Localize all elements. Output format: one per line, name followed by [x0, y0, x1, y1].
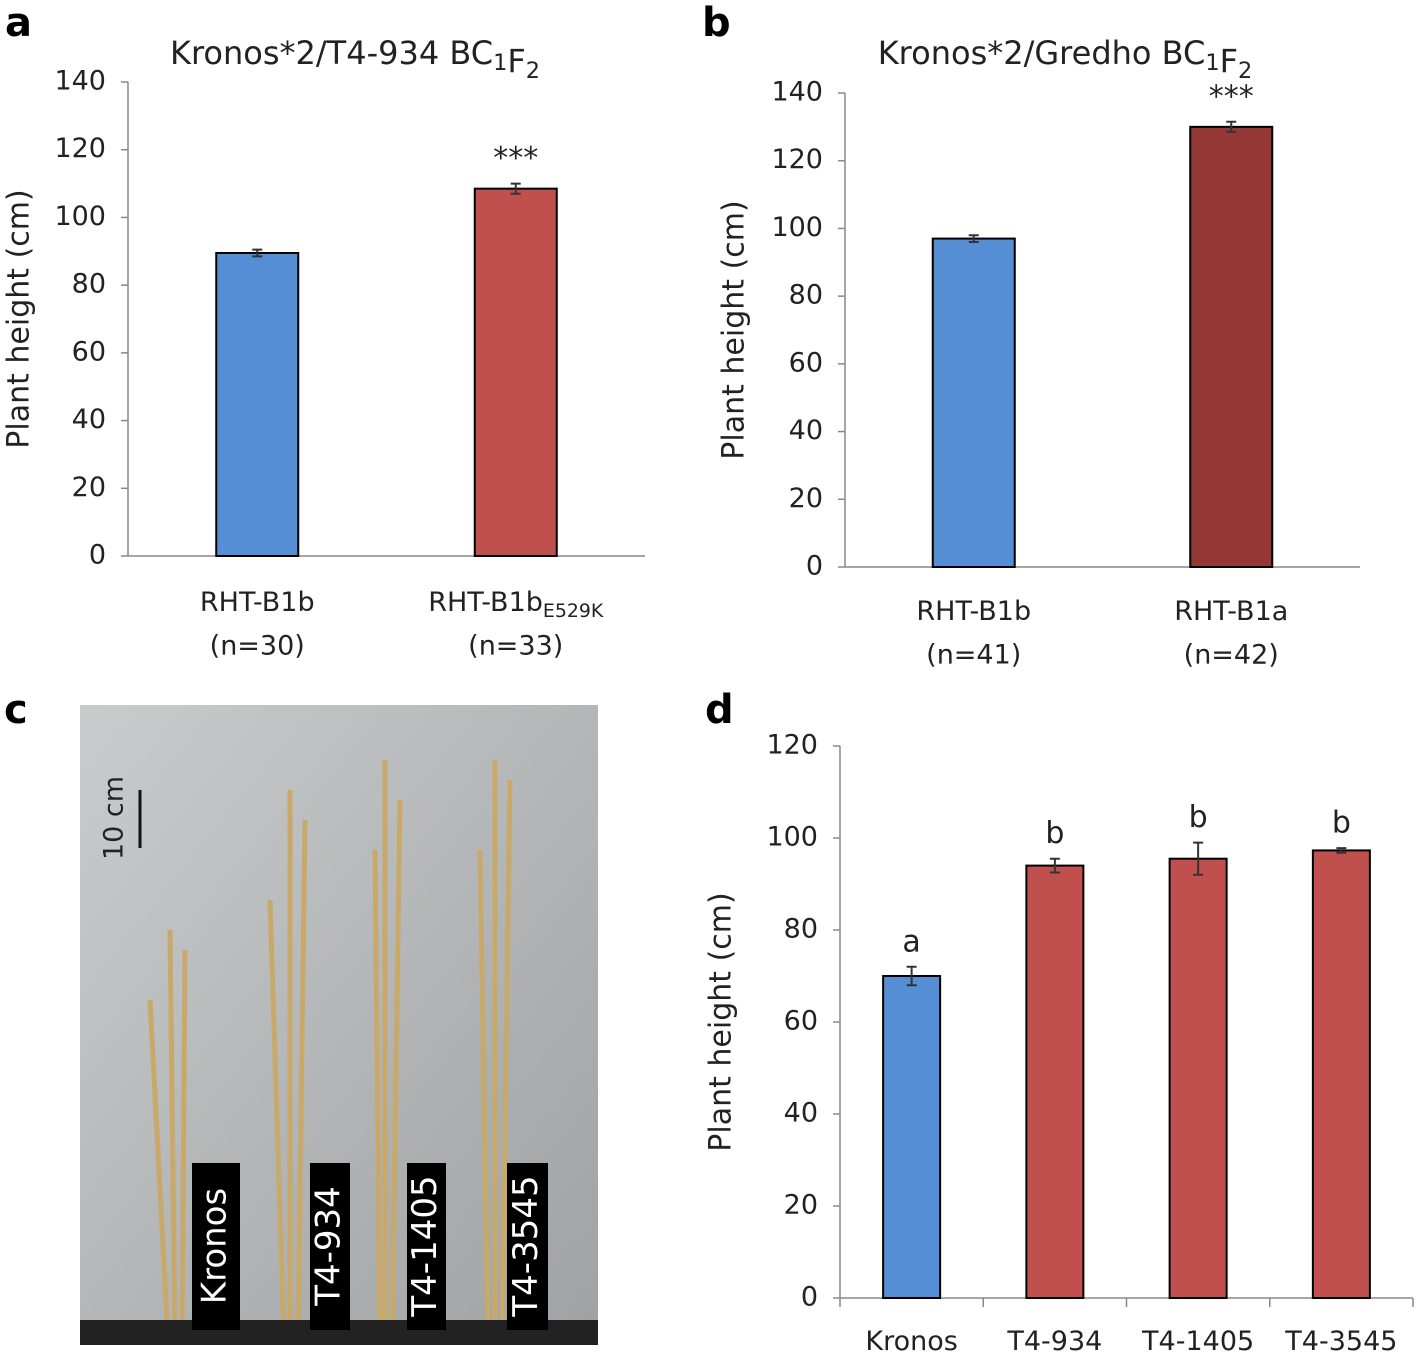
y-axis-label: Plant height (cm)	[717, 200, 752, 459]
y-tick-label: 80	[789, 280, 823, 311]
y-tick-label: 120	[771, 144, 823, 175]
error-bar	[510, 182, 521, 195]
subscript: 2	[1238, 58, 1252, 84]
y-tick-label: 20	[784, 1190, 818, 1221]
y-tick-label: 100	[771, 212, 823, 243]
plant-label: T4-934	[309, 1186, 349, 1307]
text-part: T4-1405	[1141, 1326, 1254, 1356]
y-tick-label: 40	[72, 404, 106, 435]
panel-label: a	[5, 0, 32, 46]
x-tick-label: RHT-B1bE529K	[428, 587, 604, 622]
error-bar	[906, 965, 917, 987]
y-tick-label: 40	[789, 415, 823, 446]
y-tick-label: 20	[72, 472, 106, 503]
y-tick-label: 60	[789, 347, 823, 378]
x-tick-label: T4-934	[1006, 1326, 1102, 1356]
y-tick-label: 120	[766, 730, 818, 761]
text-part: Kronos*2/Gredho BC	[878, 34, 1206, 72]
y-tick-label: 60	[72, 336, 106, 367]
significance-label: b	[1045, 816, 1064, 851]
error-bar	[1049, 857, 1060, 874]
text-part: RHT-B1b	[428, 587, 543, 618]
label-box	[310, 1163, 350, 1330]
y-tick-label: 80	[72, 269, 106, 300]
bar	[215, 251, 300, 557]
text-part: F	[1220, 42, 1238, 80]
significance-label: a	[902, 924, 920, 959]
bar	[1189, 125, 1274, 568]
x-tick-label: RHT-B1a	[1174, 596, 1288, 627]
y-axis-label: Plant height (cm)	[2, 189, 37, 448]
label-box	[407, 1163, 446, 1330]
error-bar	[252, 248, 263, 258]
sample-size: (n=33)	[468, 631, 563, 662]
x-tick-label: RHT-B1b	[200, 587, 315, 618]
plant-label: T4-3545	[506, 1175, 546, 1317]
panel-label: d	[705, 687, 734, 733]
plants	[147, 760, 513, 1341]
error-bar	[1226, 120, 1237, 133]
text-part: Kronos	[865, 1326, 957, 1356]
x-tick-label: Kronos	[865, 1326, 957, 1356]
sample-size: (n=42)	[1184, 640, 1279, 671]
significance-label: b	[1189, 800, 1208, 835]
chart-title: Kronos*2/T4-934 BC1F2	[170, 34, 540, 84]
y-tick-label: 100	[54, 201, 106, 232]
subscript: 1	[1205, 50, 1219, 76]
significance-label: b	[1332, 806, 1351, 841]
bar	[1168, 857, 1228, 1299]
y-tick-label: 0	[806, 551, 823, 582]
y-tick-label: 60	[784, 1006, 818, 1037]
panel-label: b	[702, 0, 731, 46]
bar	[1311, 849, 1371, 1299]
chart-title: Kronos*2/Gredho BC1F2	[878, 34, 1253, 84]
x-tick-label: RHT-B1b	[916, 596, 1031, 627]
text-part: RHT-B1a	[1174, 596, 1288, 627]
significance-label: ***	[1209, 79, 1254, 114]
x-tick-label: T4-3545	[1284, 1326, 1397, 1356]
y-tick-label: 0	[89, 540, 106, 571]
label-box	[507, 1163, 548, 1330]
bar	[882, 975, 942, 1299]
y-tick-label: 140	[771, 77, 823, 108]
plant-label: Kronos	[195, 1188, 235, 1304]
y-tick-label: 100	[766, 822, 818, 853]
error-bar	[968, 234, 979, 243]
y-tick-label: 20	[789, 483, 823, 514]
y-tick-label: 0	[801, 1282, 818, 1313]
text-part: RHT-B1b	[200, 587, 315, 618]
text-part: T4-934	[1006, 1326, 1102, 1356]
sample-size: (n=30)	[210, 631, 305, 662]
plant-label: T4-1405	[405, 1175, 445, 1317]
y-tick-label: 80	[784, 914, 818, 945]
subscript: 2	[526, 58, 540, 84]
y-axis-label: Plant height (cm)	[704, 892, 739, 1151]
x-tick-label: T4-1405	[1141, 1326, 1254, 1356]
bar	[473, 187, 558, 557]
significance-label: ***	[493, 141, 538, 176]
error-bar	[1193, 841, 1204, 876]
text-part: Kronos*2/T4-934 BC	[170, 34, 493, 72]
bar	[1025, 864, 1085, 1299]
panel-label: c	[4, 687, 28, 733]
text-part: T4-3545	[1284, 1326, 1397, 1356]
scale-label: 10 cm	[99, 776, 130, 860]
subscript: 1	[493, 50, 507, 76]
text-part: F	[507, 42, 525, 80]
label-box	[192, 1163, 240, 1330]
y-tick-label: 40	[784, 1098, 818, 1129]
bar	[931, 237, 1016, 568]
y-tick-label: 140	[54, 66, 106, 97]
error-bar	[1336, 847, 1347, 854]
subscript: E529K	[543, 600, 604, 622]
y-tick-label: 120	[54, 133, 106, 164]
sample-size: (n=41)	[926, 640, 1021, 671]
text-part: RHT-B1b	[916, 596, 1031, 627]
